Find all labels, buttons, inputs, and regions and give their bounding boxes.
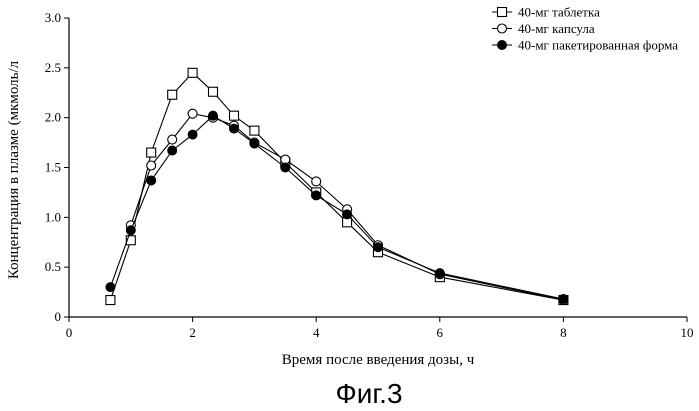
data-point-sachet [147, 176, 156, 185]
data-point-tablet [230, 111, 239, 120]
data-point-sachet [312, 191, 321, 200]
data-point-tablet [188, 68, 197, 77]
data-point-sachet [281, 163, 290, 172]
legend-label-capsule: 40-мг капсула [518, 21, 595, 36]
y-tick-label: 2.0 [45, 110, 61, 125]
legend-marker-capsule [498, 24, 507, 33]
data-point-sachet [250, 139, 259, 148]
series-line-tablet [110, 73, 563, 300]
legend-label-sachet: 40-мг пакетированная форма [518, 38, 678, 53]
data-point-sachet [188, 130, 197, 139]
legend-label-tablet: 40-мг таблетка [518, 5, 600, 20]
y-tick-label: 0 [55, 309, 62, 324]
data-point-tablet [147, 148, 156, 157]
x-tick-label: 4 [313, 325, 320, 340]
x-tick-label: 10 [681, 325, 694, 340]
y-tick-label: 1.0 [45, 209, 61, 224]
data-point-sachet [343, 210, 352, 219]
series-tablet [106, 68, 568, 304]
data-point-tablet [168, 90, 177, 99]
x-axis-label: Время после введения дозы, ч [282, 352, 475, 368]
legend-marker-sachet [498, 41, 507, 50]
legend-item-tablet: 40-мг таблетка [492, 5, 600, 20]
x-tick-label: 2 [189, 325, 196, 340]
axes: 0 0.5 1.0 1.5 2.0 2.5 3.0 0 2 4 6 8 10 [45, 10, 694, 340]
data-point-sachet [126, 226, 135, 235]
data-point-capsule [312, 177, 321, 186]
series-layer [106, 68, 568, 304]
figure-caption: Фиг.3 [335, 378, 402, 409]
legend-marker-tablet [498, 8, 507, 17]
data-point-tablet [208, 87, 217, 96]
y-tick-label: 2.5 [45, 60, 61, 75]
data-point-sachet [208, 111, 217, 120]
x-tick-label: 6 [437, 325, 444, 340]
y-tick-label: 1.5 [45, 160, 61, 175]
data-point-sachet [559, 295, 568, 304]
data-point-sachet [374, 243, 383, 252]
data-point-sachet [435, 269, 444, 278]
y-tick-label: 3.0 [45, 10, 61, 25]
data-point-capsule [188, 109, 197, 118]
legend-item-capsule: 40-мг капсула [492, 21, 595, 36]
legend: 40-мг таблетка40-мг капсула 40-мг пакетир… [492, 5, 678, 53]
y-axis-label: Концентрация в плазме (мкмоль/л [6, 60, 22, 279]
data-point-capsule [168, 135, 177, 144]
data-point-sachet [230, 124, 239, 133]
x-tick-label: 0 [66, 325, 73, 340]
legend-item-sachet: 40-мг пакетированная форма [492, 38, 678, 53]
x-tick-label: 8 [560, 325, 567, 340]
data-point-capsule [147, 161, 156, 170]
data-point-sachet [106, 283, 115, 292]
data-point-tablet [250, 126, 259, 135]
series-line-sachet [110, 116, 563, 299]
data-point-sachet [168, 146, 177, 155]
y-tick-label: 0.5 [45, 259, 61, 274]
data-point-tablet [106, 296, 115, 305]
